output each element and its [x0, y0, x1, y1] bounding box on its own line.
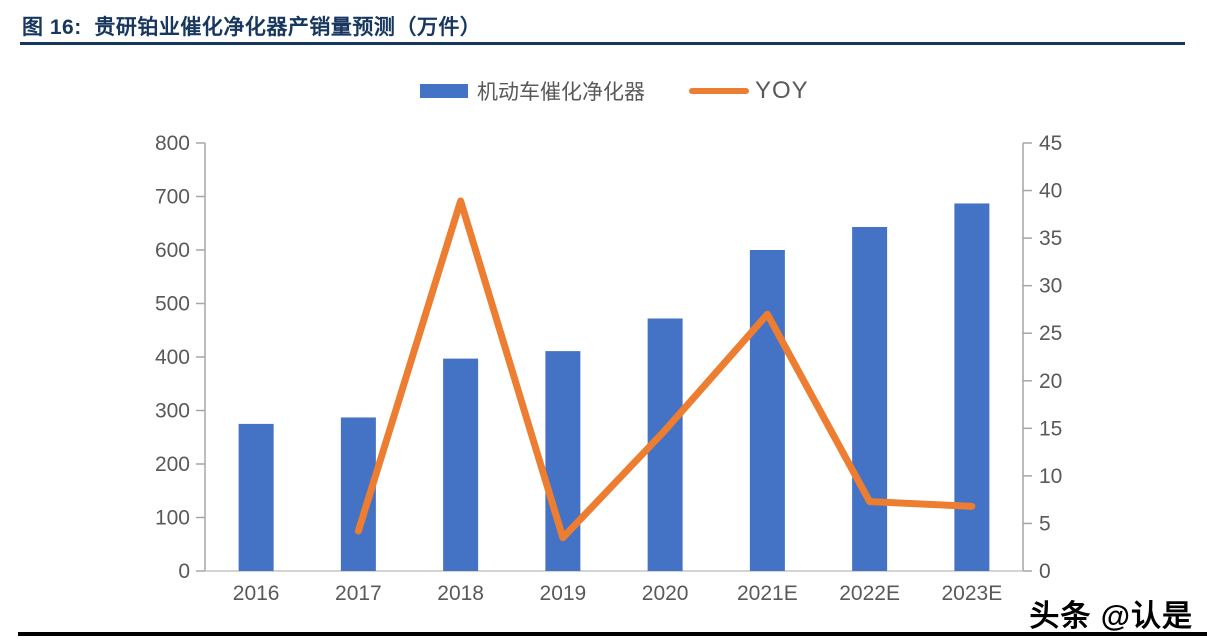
left-axis-tick-label: 0	[178, 560, 190, 583]
left-axis-tick-label: 200	[155, 453, 190, 476]
right-axis-tick-label: 45	[1039, 132, 1062, 155]
x-axis-label: 2020	[642, 582, 689, 605]
left-axis-tick-label: 300	[155, 400, 190, 423]
x-axis-label: 2018	[437, 582, 484, 605]
left-axis-tick-label: 400	[155, 346, 190, 369]
x-axis-label: 2023E	[942, 582, 1003, 605]
right-axis-tick-label: 15	[1039, 417, 1062, 440]
right-axis-tick-label: 0	[1039, 560, 1051, 583]
left-axis-tick-label: 700	[155, 186, 190, 209]
yoy-line	[354, 197, 976, 542]
left-axis-tick-label: 600	[155, 239, 190, 262]
legend-bar-label: 机动车催化净化器	[477, 81, 645, 104]
x-axis-label: 2021E	[737, 582, 798, 605]
right-axis-tick-label: 20	[1039, 370, 1062, 393]
right-axis-tick-label: 25	[1039, 322, 1062, 345]
legend-bar-swatch-icon	[420, 84, 468, 98]
right-axis-tick-label: 5	[1039, 512, 1051, 535]
left-axis-tick-label: 500	[155, 293, 190, 316]
title-underline	[20, 42, 1185, 45]
left-axis-tick-label: 800	[155, 132, 190, 155]
right-axis-tick-label: 35	[1039, 227, 1062, 250]
x-axis-label: 2016	[233, 582, 280, 605]
x-axis-label: 2022E	[839, 582, 900, 605]
legend-line-swatch-icon	[689, 88, 749, 94]
right-axis-tick-label: 40	[1039, 180, 1062, 203]
x-axis-label: 2019	[540, 582, 587, 605]
bar-2022E	[852, 226, 888, 571]
left-axis-tick-label: 100	[155, 507, 190, 530]
bottom-border	[18, 632, 1207, 636]
bar-2018	[443, 358, 479, 571]
figure-title: 图 16: 贵研铂业催化净化器产销量预测（万件）	[22, 16, 482, 39]
legend-line-label: YOY	[755, 77, 809, 104]
bar-2021E	[749, 250, 785, 571]
right-axis-tick-label: 30	[1039, 275, 1062, 298]
watermark: 头条 @认是	[1029, 600, 1193, 633]
bar-2023E	[954, 203, 990, 571]
right-axis-tick-label: 10	[1039, 465, 1062, 488]
bar-2016	[238, 423, 274, 571]
chart-legend: 机动车催化净化器 YOY	[420, 77, 809, 104]
x-axis-label: 2017	[335, 582, 382, 605]
